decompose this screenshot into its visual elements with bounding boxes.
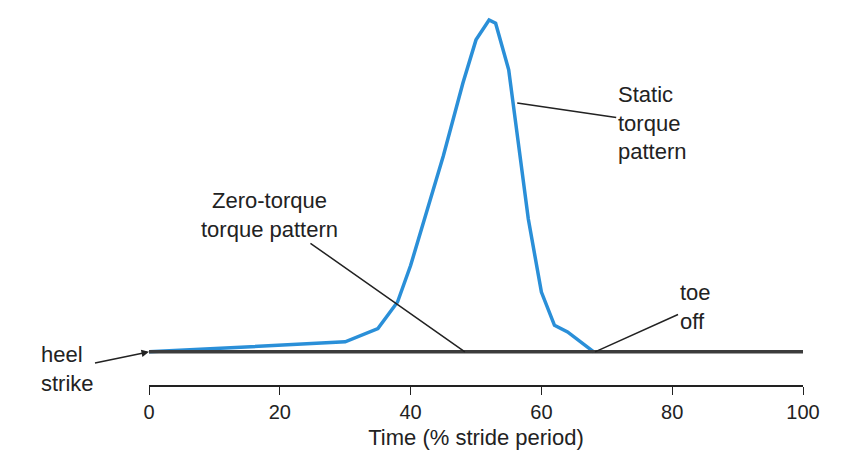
- svg-text:80: 80: [661, 401, 683, 423]
- svg-text:20: 20: [269, 401, 291, 423]
- svg-text:Statictorquepattern: Statictorquepattern: [618, 82, 687, 164]
- svg-text:Time (% stride period): Time (% stride period): [368, 425, 584, 450]
- svg-text:heelstrike: heelstrike: [41, 342, 94, 396]
- svg-text:40: 40: [399, 401, 421, 423]
- svg-text:60: 60: [530, 401, 552, 423]
- svg-text:toeoff: toeoff: [680, 280, 711, 334]
- svg-text:100: 100: [786, 401, 819, 423]
- svg-text:Zero-torquetorque pattern: Zero-torquetorque pattern: [201, 188, 338, 242]
- svg-text:0: 0: [143, 401, 154, 423]
